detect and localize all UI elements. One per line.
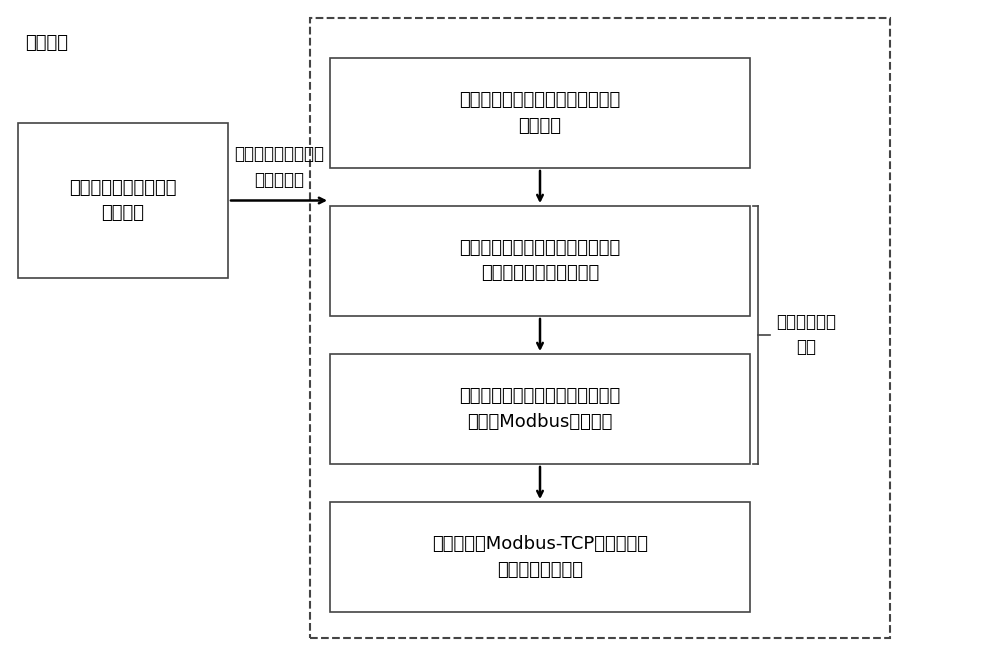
Text: 将得到的数据字段存储到协议转换
设备的Modbus寄存器中: 将得到的数据字段存储到协议转换 设备的Modbus寄存器中 <box>459 388 621 430</box>
Text: 在经过协议转换设备时对响应信息
进行解析: 在经过协议转换设备时对响应信息 进行解析 <box>459 91 621 134</box>
Bar <box>330 58 750 168</box>
Text: 被监控设备返回对应的
响应信息: 被监控设备返回对应的 响应信息 <box>69 179 177 222</box>
Bar <box>330 502 750 612</box>
Bar <box>330 354 750 464</box>
Text: 提取解析后协议帧格式中的字段，
与数据字典构成映射关系: 提取解析后协议帧格式中的字段， 与数据字典构成映射关系 <box>459 240 621 282</box>
Bar <box>18 123 228 278</box>
Text: 协议转换核心
过程: 协议转换核心 过程 <box>776 313 836 357</box>
Bar <box>330 206 750 316</box>
Text: 重新封装成Modbus-TCP协议并返回
到协议转换系统中: 重新封装成Modbus-TCP协议并返回 到协议转换系统中 <box>432 536 648 578</box>
Text: 反馈信息: 反馈信息 <box>25 34 68 52</box>
Text: 以现场总线协议形式
发送数据包: 以现场总线协议形式 发送数据包 <box>234 145 324 188</box>
Bar <box>310 18 890 638</box>
